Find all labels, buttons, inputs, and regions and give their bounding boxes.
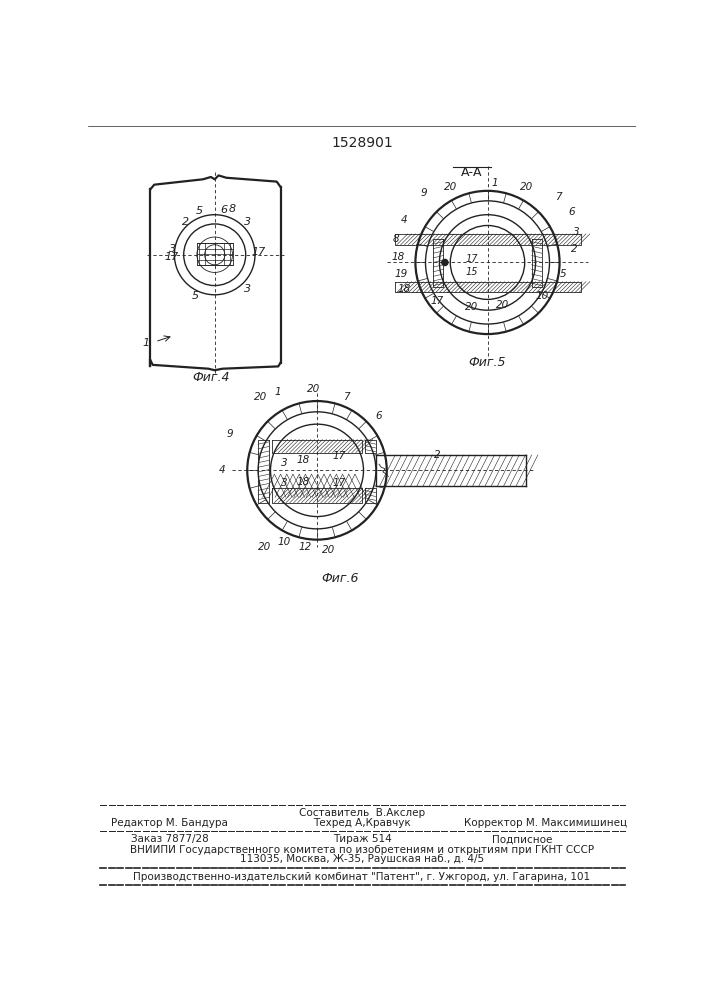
Text: 18: 18 xyxy=(296,455,310,465)
Text: 18: 18 xyxy=(296,477,310,487)
Text: Тираж 514: Тираж 514 xyxy=(332,834,392,844)
Text: 3: 3 xyxy=(281,478,288,488)
Text: 9: 9 xyxy=(421,188,427,198)
Text: 17: 17 xyxy=(431,296,444,306)
Text: 17: 17 xyxy=(332,451,345,461)
Text: Подписное: Подписное xyxy=(492,834,553,844)
Text: 7: 7 xyxy=(556,192,562,202)
Text: 2: 2 xyxy=(571,244,578,254)
Text: 4: 4 xyxy=(400,215,407,225)
Text: 8: 8 xyxy=(228,204,235,214)
Text: 18: 18 xyxy=(392,252,405,262)
Text: Корректор М. Максимишинец: Корректор М. Максимишинец xyxy=(464,818,627,828)
Text: 1: 1 xyxy=(275,387,281,397)
Text: 5: 5 xyxy=(192,291,199,301)
Text: 18: 18 xyxy=(397,284,411,294)
Text: 7: 7 xyxy=(343,392,350,402)
Text: 5: 5 xyxy=(560,269,567,279)
Text: Производственно-издательский комбинат "Патент", г. Ужгород, ул. Гагарина, 101: Производственно-издательский комбинат "П… xyxy=(134,872,590,882)
Text: 6: 6 xyxy=(375,411,382,421)
Text: Фиг.6: Фиг.6 xyxy=(322,572,359,585)
Text: 15: 15 xyxy=(466,267,478,277)
Circle shape xyxy=(442,259,448,266)
Text: 2: 2 xyxy=(182,217,189,227)
Text: 1: 1 xyxy=(143,338,150,348)
Text: Редактор М. Бандура: Редактор М. Бандура xyxy=(111,818,228,828)
Text: Заказ 7877/28: Заказ 7877/28 xyxy=(131,834,209,844)
Text: 3: 3 xyxy=(168,244,175,254)
Text: 20: 20 xyxy=(254,392,267,402)
Text: Составитель  В.Акслер: Составитель В.Акслер xyxy=(299,808,425,818)
Text: 20: 20 xyxy=(465,302,479,312)
Text: 6: 6 xyxy=(568,207,575,217)
Text: 20: 20 xyxy=(257,542,271,552)
Text: 3: 3 xyxy=(244,217,251,227)
Text: 9: 9 xyxy=(227,429,233,439)
Text: Техред А,Кравчук: Техред А,Кравчук xyxy=(313,818,411,828)
Text: 10: 10 xyxy=(278,537,291,547)
Text: 113035, Москва, Ж-35, Раушская наб., д. 4/5: 113035, Москва, Ж-35, Раушская наб., д. … xyxy=(240,854,484,864)
Text: 17: 17 xyxy=(466,254,478,264)
Text: 3: 3 xyxy=(281,458,288,468)
Text: 3: 3 xyxy=(244,284,251,294)
Text: 5: 5 xyxy=(196,206,203,216)
Text: 3: 3 xyxy=(573,227,580,237)
Text: 4: 4 xyxy=(219,465,226,475)
Text: 2: 2 xyxy=(434,450,440,460)
Text: 20: 20 xyxy=(444,182,457,192)
Text: 20: 20 xyxy=(496,300,510,310)
Text: 1: 1 xyxy=(492,178,498,188)
Text: Фиг.5: Фиг.5 xyxy=(469,356,506,369)
Text: А-А: А-А xyxy=(461,166,483,179)
Text: 8: 8 xyxy=(392,234,399,244)
Text: 20: 20 xyxy=(307,384,320,394)
Text: 10: 10 xyxy=(535,291,549,301)
Text: 6: 6 xyxy=(221,205,228,215)
Text: 17: 17 xyxy=(332,478,345,488)
Text: 19: 19 xyxy=(394,269,407,279)
Text: 1528901: 1528901 xyxy=(331,136,393,150)
Text: 20: 20 xyxy=(322,545,335,555)
Text: Фиг.4: Фиг.4 xyxy=(192,371,230,384)
Text: 20: 20 xyxy=(520,182,533,192)
Text: 17: 17 xyxy=(252,247,266,257)
Text: 17: 17 xyxy=(165,252,179,262)
Text: 12: 12 xyxy=(299,542,312,552)
Text: ВНИИПИ Государственного комитета по изобретениям и открытиям при ГКНТ СССР: ВНИИПИ Государственного комитета по изоб… xyxy=(130,845,594,855)
